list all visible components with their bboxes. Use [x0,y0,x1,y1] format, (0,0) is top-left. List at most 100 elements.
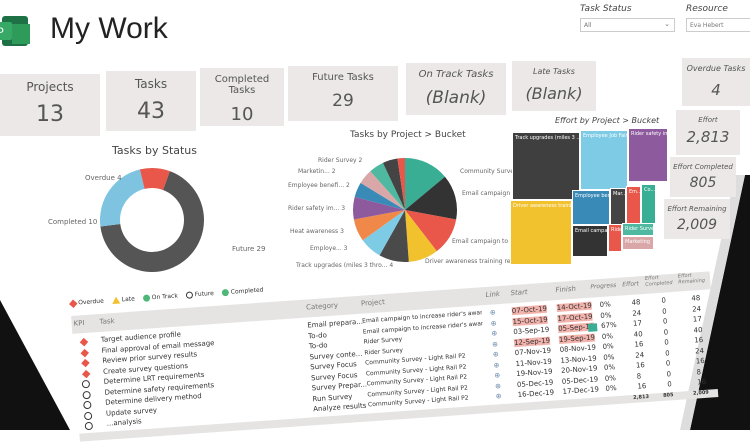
progress: 0% [603,352,615,362]
donut-slice-completed[interactable] [100,169,145,227]
link-icon[interactable]: ⊕ [489,308,497,317]
pie-label: Driver awareness training refresh 4 [425,258,532,265]
page-title: My Work [50,12,168,45]
treemap-cell[interactable]: Employee ben... [572,190,610,225]
effort-remaining: 16 [695,356,705,366]
col-project[interactable]: Project [360,298,386,308]
col-start[interactable]: Start [510,288,528,298]
col-task[interactable]: Task [99,316,115,326]
effort-remaining-card: Effort Remaining 2,009 [664,199,730,239]
progress: 0% [602,342,614,351]
kpi-future-tasks: Future Tasks 29 [288,66,398,121]
kpi-tasks: Tasks 43 [106,71,196,131]
donut-slice-future[interactable] [100,171,204,272]
treemap-cell[interactable]: Employee Job Fair [580,130,628,190]
treemap-cell[interactable]: Em... [626,186,641,224]
pie-label: Heat awareness 3 [290,228,344,235]
pie-slice[interactable] [362,210,405,256]
col-effort[interactable]: Effort [622,280,640,289]
kpi-label: Effort Remaining [667,205,727,213]
total-effort: 2,813 [632,393,650,401]
kpi-projects: Projects 13 [0,74,100,136]
pie-slice[interactable] [382,158,405,210]
col-category[interactable]: Category [305,301,339,312]
donut-slice-overdue[interactable] [139,168,170,190]
col-finish[interactable]: Finish [555,284,577,295]
link-icon[interactable]: ⊕ [491,339,499,349]
donut-title: Tasks by Status [112,144,198,157]
effort-completed: 0 [661,306,667,316]
col-effort-remaining[interactable]: Effort Remaining [677,272,706,286]
effort-remaining: 24 [694,346,705,356]
donut-label-overdue: Overdue 4 [85,174,122,182]
pie-slice[interactable] [405,210,437,262]
progress: 0% [601,331,614,341]
future-circle-icon [82,390,91,399]
pie-slice[interactable] [405,210,457,252]
start-date: 12-Sep-19 [513,336,551,347]
pie-slice[interactable] [353,196,405,220]
filter-label: Task Status [580,4,632,14]
effort: 24 [634,350,645,360]
link-icon[interactable]: ⊕ [492,350,499,359]
treemap-cell[interactable]: Rider... [608,224,622,252]
treemap-cell[interactable]: Co... [641,184,656,224]
category: To-do [308,341,328,351]
future-circle-icon [83,400,92,410]
pie-slice[interactable] [353,210,405,241]
effort: 16 [637,382,647,391]
effort: 24 [632,308,642,318]
treemap-cell[interactable]: Marketing [622,236,654,250]
pie-slice[interactable] [360,171,405,210]
effort-completed: 0 [664,348,670,358]
kpi-value: (Blank) [525,84,583,103]
start-date: 19-Nov-19 [515,367,553,379]
start-date: 07-Nov-19 [514,346,552,358]
treemap-cell[interactable]: Driver awareness trainin... [510,200,572,265]
treemap-cell[interactable]: Rider safety im... [628,128,668,182]
pie-slice[interactable] [370,162,405,210]
link-icon[interactable]: ⊕ [490,318,497,328]
effort-remaining: 17 [692,314,703,324]
effort-remaining: 40 [693,325,703,335]
link-icon[interactable]: ⊕ [494,381,502,391]
future-circle-icon [81,379,91,389]
link-icon[interactable]: ⊕ [495,392,502,401]
project-logo-icon: P [0,14,32,48]
link-icon[interactable]: ⊕ [494,371,501,380]
col-progress[interactable]: Progress [590,281,617,291]
link-icon[interactable]: ⊕ [491,329,498,338]
kpi-label: Future Tasks [312,72,374,83]
kpi-label: Overdue Tasks [686,64,746,73]
effort-completed: 0 [662,317,668,326]
overdue-diamond-icon [81,358,90,368]
col-link[interactable]: Link [485,290,501,299]
effort: 40 [633,329,643,339]
treemap-cell[interactable]: Mar... [610,188,626,225]
filter-label: Resource [686,4,728,14]
task-status-dropdown[interactable]: All ⌄ [580,18,675,32]
progress: 0% [604,373,617,383]
treemap-cell[interactable]: Rider Survey [622,223,654,236]
treemap-cell[interactable]: Track upgrades (miles 3 ... [512,132,580,200]
link-icon[interactable]: ⊕ [493,360,500,370]
finish-date: 19-Sep-19 [558,332,596,344]
pie-slice[interactable] [397,158,405,210]
start-date: 11-Nov-19 [515,357,553,368]
circle-check-icon [221,288,230,297]
pie-slice[interactable] [405,176,457,220]
kpi-overdue-tasks: Overdue Tasks 4 [682,58,750,106]
col-kpi[interactable]: KPI [73,319,85,328]
effort-remaining: 24 [691,304,702,314]
pie-slice[interactable] [405,158,445,210]
treemap-title: Effort by Project > Bucket [555,116,660,125]
kpi-value: 2,009 [676,217,718,233]
treemap-cell[interactable]: Email campai... [572,225,608,257]
finish-date: 20-Nov-19 [560,364,598,375]
resource-dropdown[interactable]: Eva Hebert [686,18,750,32]
pie-slice[interactable] [354,182,405,210]
pie-slice[interactable] [379,210,409,262]
category: To-do [307,330,328,340]
kpi-label: Late Tasks [533,67,575,76]
col-effort-completed[interactable]: Effort Completed [644,274,673,288]
